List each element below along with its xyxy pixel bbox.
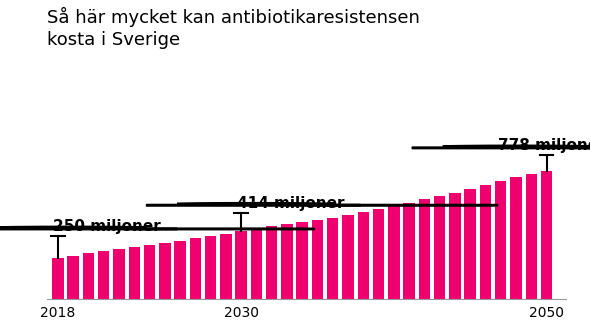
Bar: [235, 231, 247, 299]
Text: 778 miljoner: 778 miljoner: [498, 138, 590, 153]
Bar: [220, 233, 232, 299]
FancyBboxPatch shape: [0, 228, 177, 230]
Bar: [251, 229, 262, 299]
Circle shape: [177, 203, 330, 204]
Text: Så här mycket kan antibiotikaresistensen
kosta i Sverige: Så här mycket kan antibiotikaresistensen…: [47, 7, 420, 49]
Bar: [464, 190, 476, 299]
Bar: [327, 218, 339, 299]
Bar: [388, 206, 399, 299]
FancyBboxPatch shape: [412, 147, 590, 149]
Text: 414 miljoner: 414 miljoner: [237, 196, 344, 211]
Bar: [174, 241, 186, 299]
Bar: [312, 220, 323, 299]
Bar: [358, 212, 369, 299]
Bar: [449, 193, 461, 299]
Bar: [113, 249, 124, 299]
Bar: [159, 243, 171, 299]
Bar: [98, 251, 109, 299]
FancyBboxPatch shape: [580, 147, 590, 149]
Bar: [342, 215, 354, 299]
Bar: [495, 181, 506, 299]
Bar: [52, 258, 64, 299]
Text: ★: ★: [519, 143, 520, 144]
Bar: [281, 224, 293, 299]
Bar: [526, 174, 537, 299]
Bar: [67, 256, 79, 299]
Bar: [419, 199, 430, 299]
Circle shape: [442, 145, 590, 147]
Bar: [434, 196, 445, 299]
Bar: [144, 245, 155, 299]
Text: 250 miljoner: 250 miljoner: [53, 219, 161, 234]
Bar: [510, 178, 522, 299]
FancyBboxPatch shape: [146, 205, 360, 206]
Bar: [541, 171, 552, 299]
FancyBboxPatch shape: [131, 228, 314, 230]
Bar: [189, 238, 201, 299]
Bar: [83, 253, 94, 299]
Bar: [404, 203, 415, 299]
Bar: [373, 209, 384, 299]
Text: ★: ★: [253, 201, 254, 202]
Bar: [480, 185, 491, 299]
Text: ★: ★: [70, 225, 71, 226]
Bar: [205, 236, 217, 299]
Bar: [129, 247, 140, 299]
Bar: [266, 226, 277, 299]
FancyBboxPatch shape: [314, 205, 498, 206]
Bar: [297, 222, 308, 299]
Circle shape: [0, 226, 146, 228]
